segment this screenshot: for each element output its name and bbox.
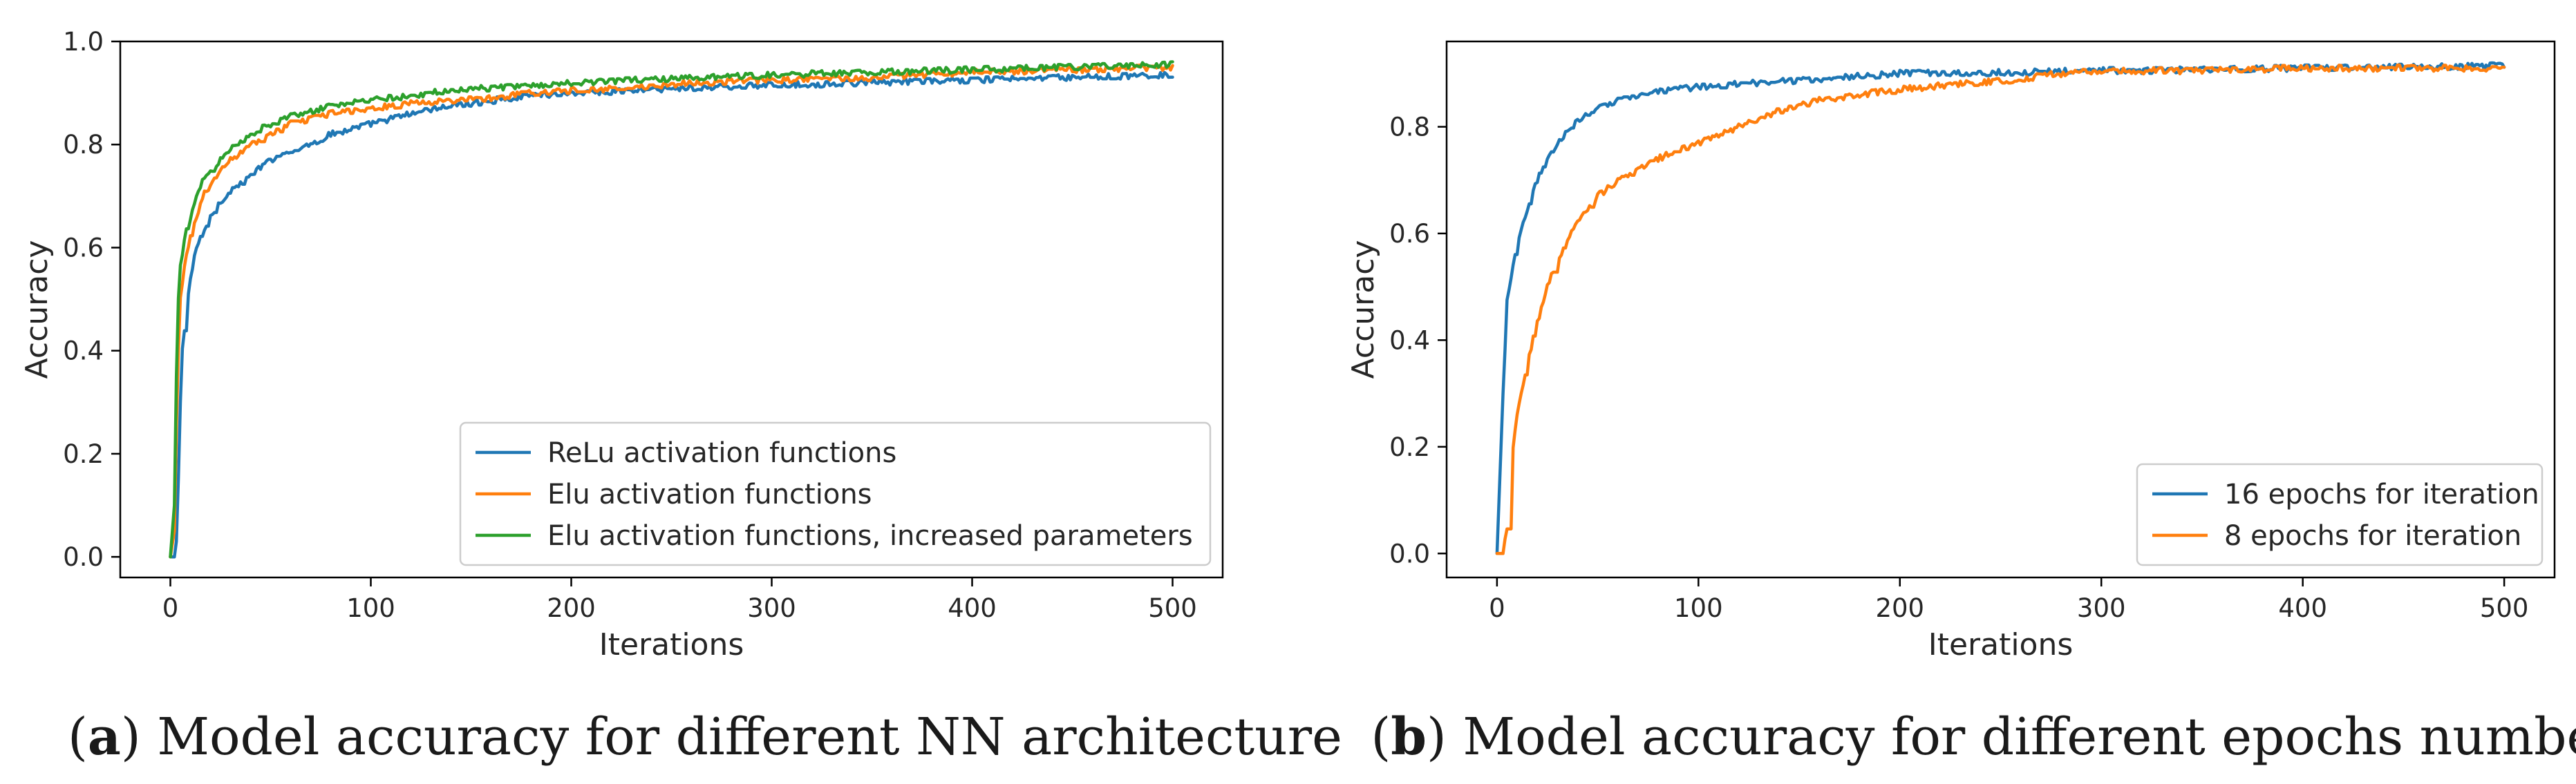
- panel-b-legend-label-1: 16 epochs for iteration: [2224, 479, 2539, 510]
- panel-b-x-tick-label: 100: [1674, 593, 1723, 623]
- panel-b-x-tick-label: 500: [2480, 593, 2529, 623]
- panel-b-series-2-line: [1495, 63, 2506, 555]
- panel-a-x-tick-label: 100: [346, 593, 395, 623]
- panel-a-accuracy-by-architecture: 0 100 200 300 400 500 0.0 0.2 0.4 0.6 0.8 1.0 Iter…: [19, 27, 1342, 767]
- panel-b-series-lines: [1495, 61, 2506, 555]
- panel-a-series-1-line: [169, 70, 1174, 559]
- panel-b-accuracy-by-epochs: 0 100 200 300 400 500 0.0 0.2 0.4 0.6 0.8 Iterati…: [1346, 40, 2576, 767]
- panel-a-caption-letter: a: [88, 707, 121, 767]
- panel-a-x-tick-label: 500: [1148, 593, 1197, 623]
- panel-a-legend-label-2: Elu activation functions: [547, 479, 872, 510]
- panel-b-y-ticks: 0.0 0.2 0.4 0.6 0.8: [1389, 113, 1447, 568]
- panel-b-x-axis-title: Iterations: [1928, 627, 2074, 662]
- panel-b-caption-letter: b: [1391, 707, 1427, 767]
- panel-a-x-tick-label: 200: [547, 593, 596, 623]
- panel-a-series-lines: [169, 60, 1174, 559]
- panel-b-y-tick-label: 0.8: [1389, 113, 1430, 142]
- panel-b-y-axis-title: Accuracy: [1346, 240, 1381, 379]
- panel-a-y-tick-label: 1.0: [63, 27, 104, 57]
- panel-a-caption-text: ) Model accuracy for different NN archit…: [121, 707, 1342, 767]
- panel-a-legend-frame: [459, 421, 1212, 566]
- panel-a-y-tick-label: 0.6: [63, 233, 104, 262]
- panel-b-caption-text: ) Model accuracy for different epochs nu…: [1427, 707, 2576, 767]
- panel-a-y-tick-label: 0.2: [63, 439, 104, 469]
- panel-a-caption: (a) Model accuracy for different NN arch…: [68, 707, 1342, 767]
- panel-b-legend-frame: [2136, 463, 2544, 566]
- panel-a-y-tick-label: 0.4: [63, 336, 104, 366]
- panel-a-legend-label-1: ReLu activation functions: [547, 437, 896, 469]
- panel-a-caption-open: (: [68, 707, 88, 767]
- panel-b-x-tick-label: 300: [2077, 593, 2126, 623]
- panel-a-y-axis-title: Accuracy: [19, 240, 55, 379]
- panel-a-x-axis-title: Iterations: [599, 627, 744, 662]
- panel-b-axes-frame: [1445, 40, 2556, 579]
- panel-a-legend: ReLu activation functions Elu activation …: [459, 421, 1212, 566]
- panel-a-y-tick-label: 0.8: [63, 130, 104, 160]
- panel-a-axes-frame: [119, 40, 1224, 579]
- panel-b-caption-open: (: [1371, 707, 1391, 767]
- panel-a-x-tick-label: 400: [948, 593, 997, 623]
- panel-b-caption: (b) Model accuracy for different epochs …: [1371, 707, 2576, 767]
- panel-a-y-ticks: 0.0 0.2 0.4 0.6 0.8 1.0: [63, 27, 120, 572]
- panel-b-x-tick-label: 400: [2278, 593, 2327, 623]
- panel-b-y-tick-label: 0.0: [1389, 539, 1430, 568]
- panel-a-legend-label-3: Elu activation functions, increased para…: [547, 520, 1193, 552]
- panel-b-legend: 16 epochs for iteration 8 epochs for iter…: [2136, 463, 2544, 566]
- panel-b-y-tick-label: 0.6: [1389, 219, 1430, 249]
- panel-a-x-ticks: 0 100 200 300 400 500: [162, 577, 1197, 623]
- panel-b-x-ticks: 0 100 200 300 400 500: [1489, 577, 2528, 623]
- panel-b-y-tick-label: 0.4: [1389, 325, 1430, 355]
- panel-a-y-tick-label: 0.0: [63, 542, 104, 572]
- panel-b-x-tick-label: 200: [1875, 593, 1924, 623]
- panel-a-x-tick-label: 300: [747, 593, 796, 623]
- panel-b-legend-label-2: 8 epochs for iteration: [2224, 520, 2521, 552]
- panel-b-x-tick-label: 0: [1489, 593, 1505, 623]
- panel-b-y-tick-label: 0.2: [1389, 432, 1430, 462]
- panel-a-series-3-line: [169, 60, 1174, 559]
- panel-a-x-tick-label: 0: [162, 593, 179, 623]
